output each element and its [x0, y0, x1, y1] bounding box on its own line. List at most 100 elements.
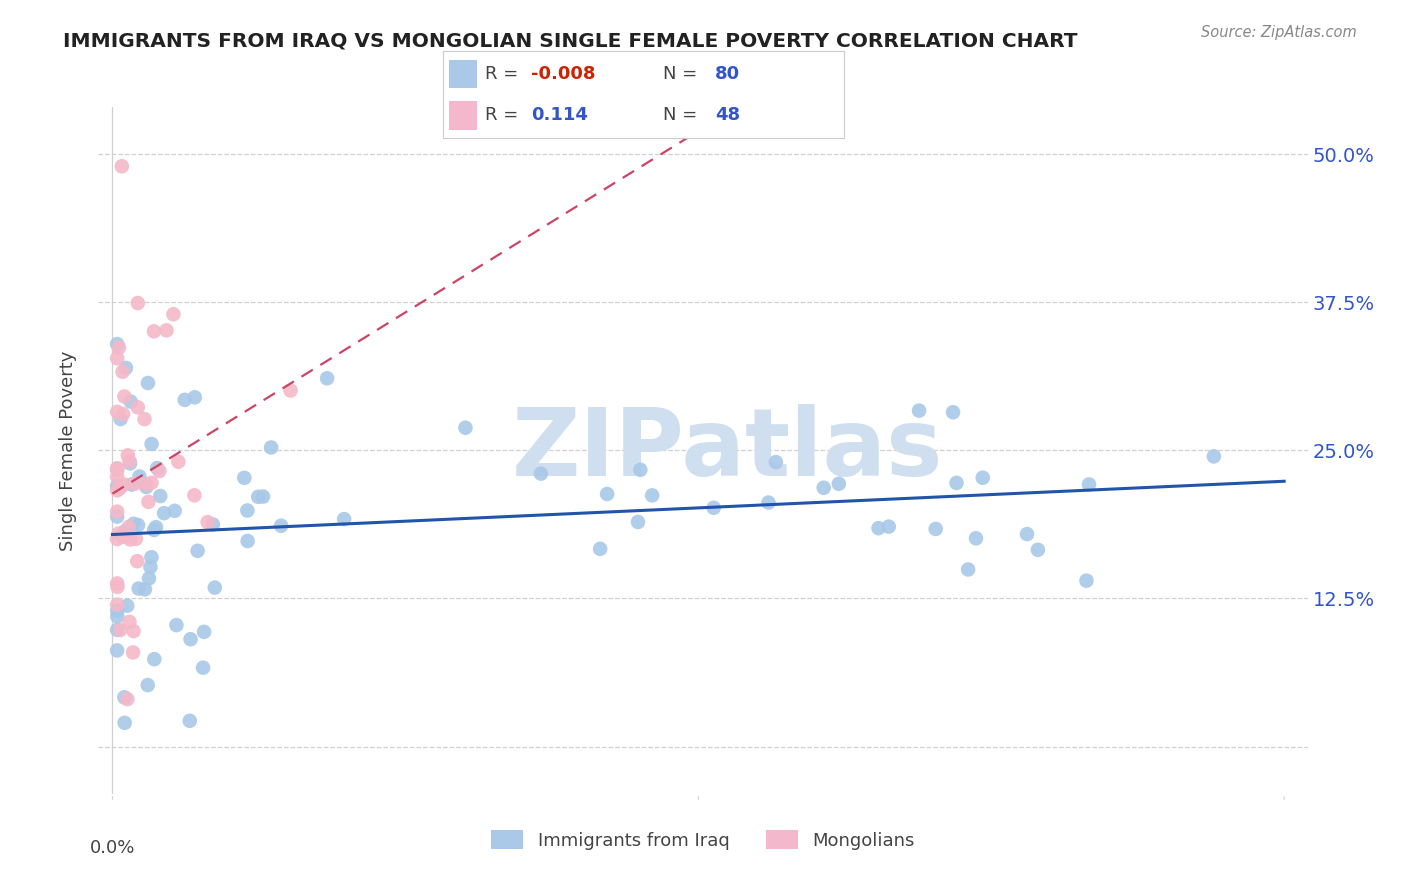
Point — [110, 623, 132, 637]
Point — [908, 403, 931, 417]
Text: R =: R = — [485, 106, 519, 124]
Point — [957, 562, 980, 576]
Point — [138, 495, 160, 509]
Text: 0.114: 0.114 — [531, 106, 588, 124]
Point — [112, 407, 135, 421]
Point — [105, 598, 128, 612]
Point — [333, 512, 356, 526]
Point — [118, 520, 141, 534]
Point — [105, 479, 128, 493]
Point — [280, 384, 302, 398]
Point — [765, 455, 787, 469]
Point — [128, 582, 150, 596]
Point — [105, 509, 128, 524]
Point — [972, 471, 994, 485]
Point — [122, 516, 145, 531]
Point — [108, 341, 131, 355]
Point — [136, 376, 159, 390]
Point — [105, 351, 128, 366]
Point — [828, 476, 851, 491]
Point — [530, 467, 553, 481]
Point — [236, 503, 259, 517]
Point — [105, 609, 128, 624]
Point — [703, 500, 725, 515]
FancyBboxPatch shape — [449, 101, 477, 129]
Point — [107, 526, 129, 541]
Text: Source: ZipAtlas.com: Source: ZipAtlas.com — [1201, 25, 1357, 40]
Point — [122, 645, 145, 659]
Point — [117, 692, 139, 706]
Point — [105, 532, 128, 546]
Point — [143, 324, 166, 338]
Point — [121, 477, 143, 491]
Point — [122, 624, 145, 638]
Point — [120, 456, 142, 470]
Point — [111, 365, 134, 379]
Y-axis label: Single Female Poverty: Single Female Poverty — [59, 351, 77, 550]
Point — [134, 412, 156, 426]
Point — [110, 412, 132, 426]
Point — [105, 483, 128, 498]
Point — [183, 488, 205, 502]
Point — [628, 463, 651, 477]
Point — [105, 470, 128, 484]
Point — [197, 515, 219, 529]
Point — [141, 475, 163, 490]
Point — [758, 495, 780, 509]
Point — [945, 475, 967, 490]
Point — [112, 477, 135, 491]
Point — [252, 490, 274, 504]
Point — [167, 455, 190, 469]
Point — [193, 624, 215, 639]
Point — [125, 532, 148, 546]
Point — [204, 581, 226, 595]
Point — [641, 488, 664, 502]
Point — [105, 643, 128, 657]
Point — [114, 524, 136, 538]
Point — [105, 623, 128, 637]
Text: ZIPatlas: ZIPatlas — [512, 404, 943, 497]
Point — [316, 371, 339, 385]
Point — [127, 296, 149, 310]
Point — [112, 690, 135, 705]
Point — [153, 506, 176, 520]
Point — [127, 401, 149, 415]
Point — [111, 529, 134, 543]
Text: 80: 80 — [716, 64, 741, 83]
Point — [1078, 477, 1101, 491]
Point — [141, 550, 163, 565]
Point — [270, 518, 292, 533]
Point — [596, 487, 619, 501]
Point — [135, 480, 157, 494]
Point — [135, 477, 157, 491]
Point — [107, 580, 129, 594]
Point — [139, 560, 162, 574]
Point — [145, 520, 167, 534]
Point — [868, 521, 890, 535]
Text: 48: 48 — [716, 106, 741, 124]
Point — [163, 504, 186, 518]
Point — [128, 469, 150, 483]
Point — [236, 534, 259, 549]
Point — [118, 454, 141, 468]
Point — [173, 392, 195, 407]
Point — [233, 471, 256, 485]
Point — [924, 522, 946, 536]
Point — [108, 482, 131, 496]
Point — [627, 515, 650, 529]
Point — [149, 489, 172, 503]
Point — [877, 519, 900, 533]
Point — [117, 448, 139, 462]
Point — [1076, 574, 1098, 588]
Point — [105, 603, 128, 617]
Point — [105, 461, 128, 475]
Point — [191, 661, 214, 675]
Point — [589, 541, 612, 556]
Point — [201, 517, 224, 532]
Point — [1202, 450, 1225, 464]
Point — [112, 390, 135, 404]
Point — [141, 437, 163, 451]
Point — [155, 323, 177, 337]
FancyBboxPatch shape — [449, 60, 477, 88]
Point — [118, 615, 141, 629]
